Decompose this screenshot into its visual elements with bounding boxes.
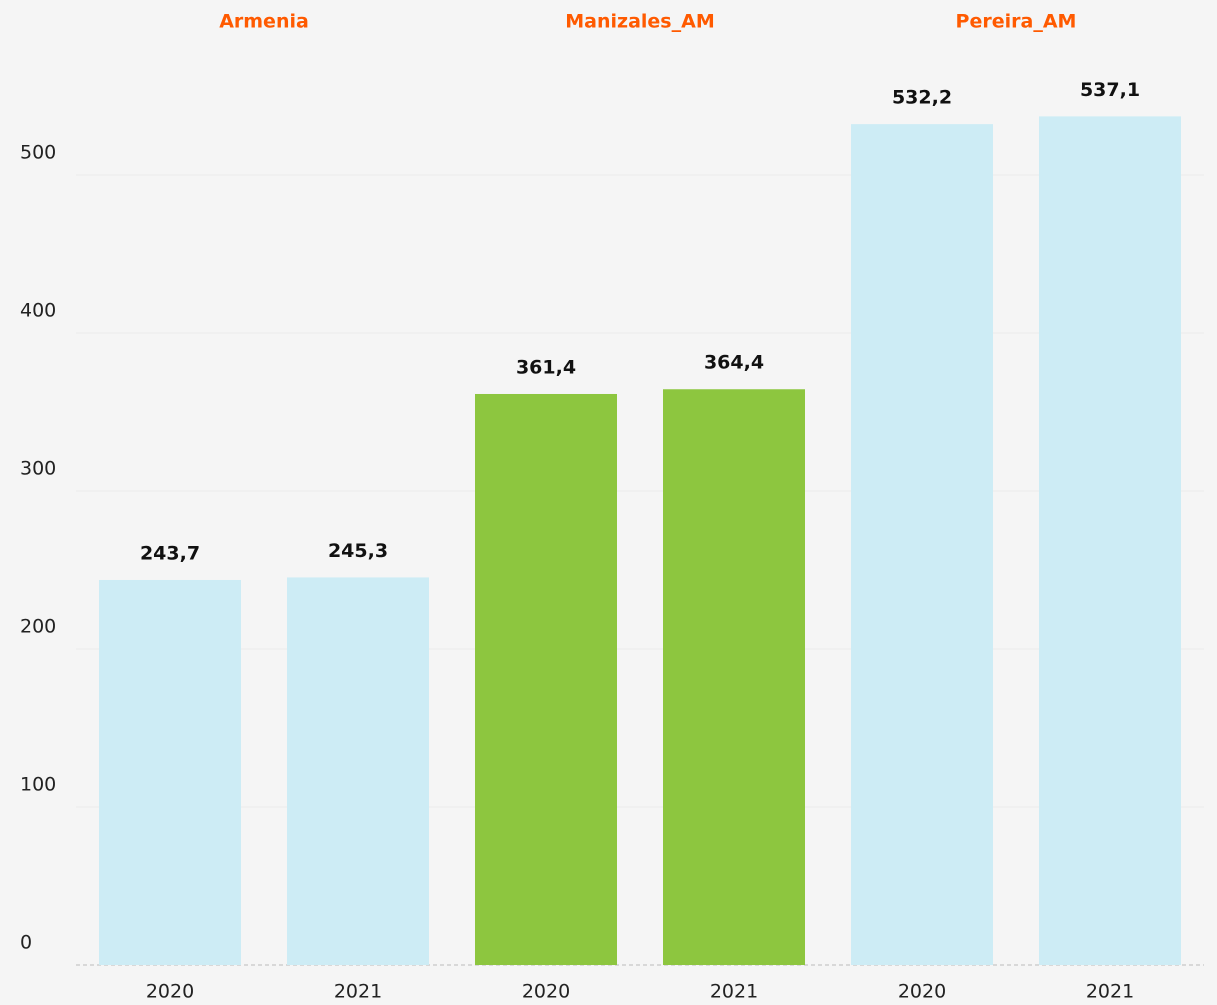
group-label: Armenia (219, 11, 309, 33)
x-tick-label: 2020 (522, 981, 570, 1003)
y-tick-label: 300 (20, 458, 56, 480)
bar (99, 579, 241, 965)
x-tick-label: 2021 (1086, 981, 1134, 1003)
value-label: 532,2 (892, 87, 952, 109)
value-label: 537,1 (1080, 79, 1140, 101)
bar (1039, 116, 1181, 965)
x-tick-label: 2021 (334, 981, 382, 1003)
bar (475, 393, 617, 965)
x-tick-label: 2020 (898, 981, 946, 1003)
value-label: 245,3 (328, 540, 388, 562)
y-tick-label: 200 (20, 616, 56, 638)
bar (287, 577, 429, 965)
group-label: Pereira_AM (956, 11, 1077, 33)
bar (851, 124, 993, 965)
y-tick-label: 0 (20, 932, 32, 954)
group-label: Manizales_AM (565, 11, 714, 33)
y-tick-label: 100 (20, 774, 56, 796)
value-label: 361,4 (516, 356, 576, 378)
x-tick-label: 2021 (710, 981, 758, 1003)
value-label: 243,7 (140, 542, 200, 564)
x-tick-label: 2020 (146, 981, 194, 1003)
y-tick-label: 500 (20, 142, 56, 164)
bar (663, 389, 805, 965)
y-tick-label: 400 (20, 300, 56, 322)
value-label: 364,4 (704, 352, 764, 374)
